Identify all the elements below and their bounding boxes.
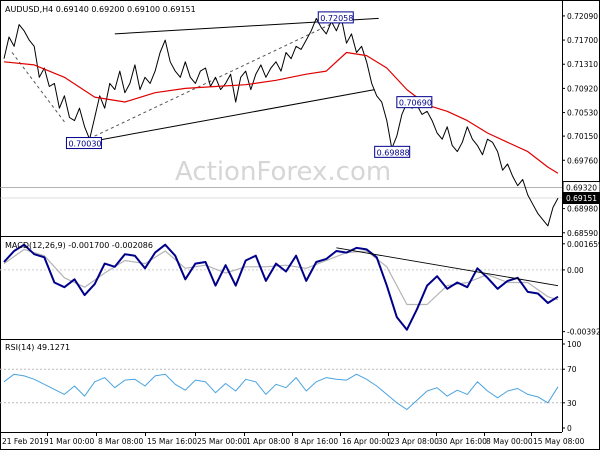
current-price-tag xyxy=(563,192,600,205)
moving-average-line xyxy=(3,51,559,174)
price-tick-label: 0.70530 xyxy=(567,109,598,118)
x-tick-label: 23 Apr 08:00 xyxy=(390,437,439,446)
price-tick-label: 0.71310 xyxy=(567,60,598,69)
x-tick-label: 16 Apr 00:00 xyxy=(342,437,391,446)
watermark: ActionForex.com xyxy=(175,157,391,187)
price-label-box xyxy=(317,11,354,24)
x-tick-label: 8 May 00:00 xyxy=(486,437,533,446)
x-tick-label: 25 Mar 00:00 xyxy=(197,437,247,446)
price-tick-label: 0.72090 xyxy=(567,12,598,21)
rsi-tick-label: 30 xyxy=(567,399,577,408)
x-tick-label: 1 Apr 08:00 xyxy=(246,437,290,446)
price-tick-label: 0.68590 xyxy=(567,229,598,238)
price-label-text: 0.70030 xyxy=(68,140,101,149)
x-tick-label: 30 Apr 16:00 xyxy=(438,437,487,446)
x-tick-label: 8 Mar 08:00 xyxy=(98,437,144,446)
x-tick-label: 8 Apr 16:00 xyxy=(294,437,338,446)
dashed-channel-line xyxy=(94,21,337,137)
macd-signal-line xyxy=(3,248,559,306)
rsi-tick-label: 70 xyxy=(567,365,577,374)
price-tick-label: 0.68980 xyxy=(567,205,598,214)
level-tag-text: 0.69320 xyxy=(566,184,597,193)
x-tick-label: 21 Feb 2019 xyxy=(2,437,49,446)
price-label-box xyxy=(396,96,433,109)
price-label-text: 0.69888 xyxy=(377,148,410,157)
macd-trendline xyxy=(336,247,559,287)
price-label-box xyxy=(65,137,102,150)
price-title: AUDUSD,H4 0.69140 0.69200 0.69100 0.6915… xyxy=(5,5,196,14)
price-label-text: 0.70690 xyxy=(399,99,432,108)
channel-lower-line xyxy=(96,89,375,141)
rsi-tick-label: 0 xyxy=(567,424,572,433)
macd-line xyxy=(3,243,559,331)
rsi-title: RSI(14) 49.1271 xyxy=(5,343,70,352)
macd-tick-label: 0.001659 xyxy=(567,240,600,249)
x-tick-label: 1 Mar 00:00 xyxy=(49,437,95,446)
macd-tick-label: 0.00 xyxy=(567,266,584,275)
price-tick-label: 0.71700 xyxy=(567,36,598,45)
rsi-line xyxy=(3,373,559,410)
rsi-tick-label: 100 xyxy=(567,340,582,349)
price-tick-label: 0.69760 xyxy=(567,156,598,165)
price-tick-label: 0.70920 xyxy=(567,84,598,93)
price-label-box xyxy=(374,145,411,158)
macd-title: MACD(12,26,9) -0.001700 -0.002086 xyxy=(5,241,153,250)
current-price-text: 0.69151 xyxy=(566,194,597,203)
price-label-text: 0.72058 xyxy=(320,14,353,23)
x-tick-label: 15 May 08:00 xyxy=(533,437,585,446)
x-tick-label: 15 Mar 16:00 xyxy=(147,437,197,446)
price-line xyxy=(3,17,559,227)
macd-tick-label: -0.003922 xyxy=(567,328,600,337)
price-tick-label: 0.70150 xyxy=(567,132,598,141)
